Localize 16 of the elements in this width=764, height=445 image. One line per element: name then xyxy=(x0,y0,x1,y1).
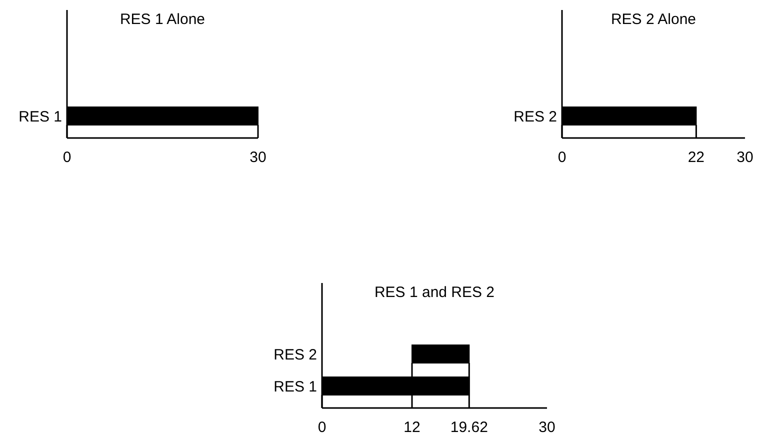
y-tick-label: RES 2 xyxy=(514,108,557,126)
y-tick-label: RES 1 xyxy=(18,108,62,126)
chart-title: RES 1 and RES 2 xyxy=(374,284,495,301)
chart-title: RES 2 Alone xyxy=(610,11,696,28)
y-tick-label: RES 2 xyxy=(274,346,317,364)
x-tick-label: 30 xyxy=(538,419,556,436)
x-tick-label: 0 xyxy=(558,149,566,166)
x-tick-label: 0 xyxy=(318,419,326,436)
x-tick-label: 19.62 xyxy=(450,419,488,436)
y-tick-label: RES 1 xyxy=(274,378,317,396)
x-tick-label: 30 xyxy=(736,149,754,166)
x-tick-label: 0 xyxy=(62,149,72,166)
x-tick-label: 30 xyxy=(250,149,266,166)
x-tick-label: 22 xyxy=(688,149,705,166)
x-tick-label: 12 xyxy=(404,419,420,436)
chart-title: RES 1 Alone xyxy=(120,11,206,28)
